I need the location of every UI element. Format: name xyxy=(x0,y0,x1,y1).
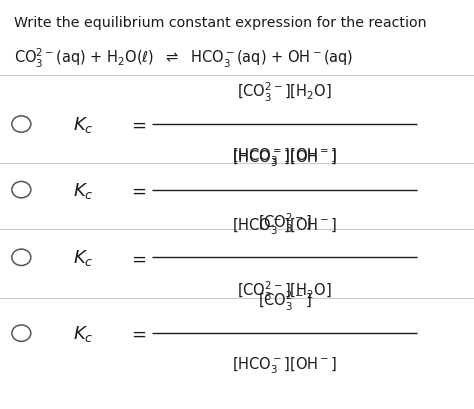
Text: $\mathit{K_c}$: $\mathit{K_c}$ xyxy=(73,180,94,200)
Text: $[\mathrm{HCO_3^-}][\mathrm{OH^-}]$: $[\mathrm{HCO_3^-}][\mathrm{OH^-}]$ xyxy=(232,148,337,169)
Text: $[\mathrm{CO_3^{2-}}][\mathrm{H_2O}]$: $[\mathrm{CO_3^{2-}}][\mathrm{H_2O}]$ xyxy=(237,80,332,103)
Text: $[\mathrm{CO_3^{2-}}]$: $[\mathrm{CO_3^{2-}}]$ xyxy=(257,211,311,235)
Text: $=$: $=$ xyxy=(128,324,146,342)
Text: $[\mathrm{CO_3^{2-}}][\mathrm{H_2O}]$: $[\mathrm{CO_3^{2-}}][\mathrm{H_2O}]$ xyxy=(237,279,332,302)
Text: $[\mathrm{HCO_3^-}][\mathrm{OH^-}]$: $[\mathrm{HCO_3^-}][\mathrm{OH^-}]$ xyxy=(232,146,337,166)
Text: $=$: $=$ xyxy=(128,116,146,134)
Text: $\mathit{K_c}$: $\mathit{K_c}$ xyxy=(73,324,94,343)
Text: Write the equilibrium constant expression for the reaction: Write the equilibrium constant expressio… xyxy=(14,16,427,30)
Text: $=$: $=$ xyxy=(128,181,146,199)
Text: $\mathit{K_c}$: $\mathit{K_c}$ xyxy=(73,248,94,267)
Text: $\mathrm{CO_3^{2-}}$(aq) + H$_2$O($\ell$)  $\rightleftharpoons$  HCO$_3^-$(aq) +: $\mathrm{CO_3^{2-}}$(aq) + H$_2$O($\ell$… xyxy=(14,47,354,70)
Text: $[\mathrm{HCO_3^-}][\mathrm{OH^-}]$: $[\mathrm{HCO_3^-}][\mathrm{OH^-}]$ xyxy=(232,355,337,375)
Text: $=$: $=$ xyxy=(128,249,146,267)
Text: $[\mathrm{CO_3^{2-}}]$: $[\mathrm{CO_3^{2-}}]$ xyxy=(257,289,311,312)
Text: $\mathit{K_c}$: $\mathit{K_c}$ xyxy=(73,115,94,135)
Text: $[\mathrm{HCO_3^-}][\mathrm{OH^-}]$: $[\mathrm{HCO_3^-}][\mathrm{OH^-}]$ xyxy=(232,216,337,236)
